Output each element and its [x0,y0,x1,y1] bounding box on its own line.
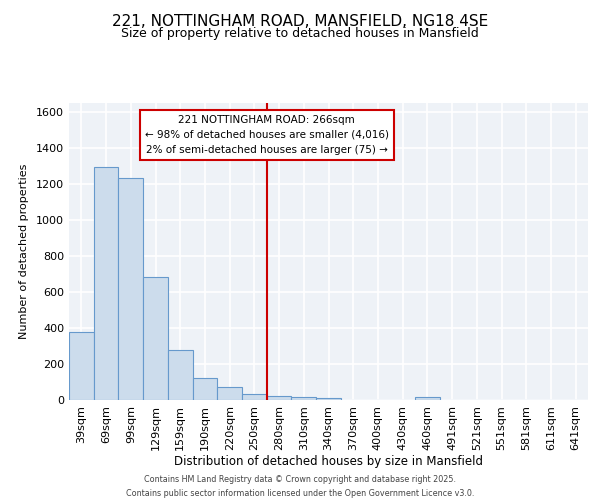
Bar [292,398,316,400]
Bar [267,396,292,400]
Bar [94,166,118,400]
Bar [316,398,341,400]
Bar [415,397,440,400]
Bar [143,278,168,400]
Text: 221 NOTTINGHAM ROAD: 266sqm
← 98% of detached houses are smaller (4,016)
2% of s: 221 NOTTINGHAM ROAD: 266sqm ← 98% of det… [145,115,389,154]
X-axis label: Distribution of detached houses by size in Mansfield: Distribution of detached houses by size … [174,456,483,468]
Text: Size of property relative to detached houses in Mansfield: Size of property relative to detached ho… [121,28,479,40]
Bar [242,394,267,400]
Bar [118,178,143,400]
Bar [193,378,217,400]
Y-axis label: Number of detached properties: Number of detached properties [19,164,29,339]
Text: Contains HM Land Registry data © Crown copyright and database right 2025.
Contai: Contains HM Land Registry data © Crown c… [126,476,474,498]
Bar [217,388,242,400]
Text: 221, NOTTINGHAM ROAD, MANSFIELD, NG18 4SE: 221, NOTTINGHAM ROAD, MANSFIELD, NG18 4S… [112,14,488,29]
Bar [168,350,193,400]
Bar [69,332,94,400]
